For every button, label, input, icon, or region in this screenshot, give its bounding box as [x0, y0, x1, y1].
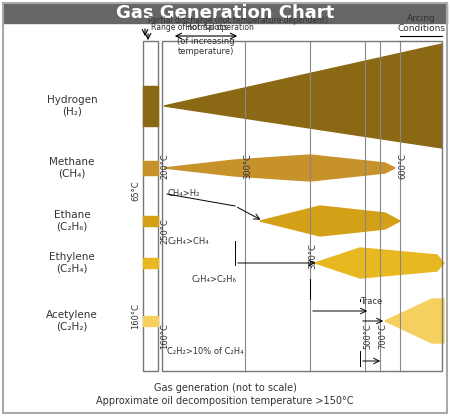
- Text: 500°C: 500°C: [364, 323, 373, 349]
- Text: Trace: Trace: [360, 297, 382, 305]
- Text: 65°C: 65°C: [131, 181, 140, 201]
- Text: C₂H₄>CH₄: C₂H₄>CH₄: [167, 237, 209, 245]
- Text: 160°C: 160°C: [161, 323, 170, 349]
- Text: Partial discharge (not temperature dependent): Partial discharge (not temperature depen…: [148, 16, 328, 25]
- Bar: [143, 316, 158, 326]
- Bar: [143, 86, 158, 126]
- Text: Arcing
Conditions: Arcing Conditions: [397, 14, 445, 33]
- Text: (of increasing
temperature): (of increasing temperature): [177, 37, 235, 57]
- Bar: [143, 216, 158, 226]
- Text: Hydrogen
(H₂): Hydrogen (H₂): [47, 95, 97, 117]
- Text: Methane
(CH₄): Methane (CH₄): [50, 157, 94, 179]
- Polygon shape: [164, 155, 395, 181]
- Text: 700°C: 700°C: [378, 323, 387, 349]
- Text: C₂H₄>C₂H₆: C₂H₄>C₂H₆: [192, 275, 237, 283]
- Bar: [162, 41, 442, 371]
- Text: Ethylene
(C₂H₄): Ethylene (C₂H₄): [49, 252, 95, 274]
- Text: Gas generation (not to scale): Gas generation (not to scale): [153, 383, 297, 393]
- Bar: [143, 258, 158, 268]
- Text: 600°C: 600°C: [399, 153, 408, 179]
- Bar: [143, 41, 158, 371]
- Text: 200°C: 200°C: [161, 153, 170, 179]
- Text: CH₄>H₂: CH₄>H₂: [167, 190, 199, 198]
- Text: Range of normal operation: Range of normal operation: [151, 23, 254, 32]
- Text: Approximate oil decomposition temperature >150°C: Approximate oil decomposition temperatur…: [96, 396, 354, 406]
- Polygon shape: [260, 206, 400, 236]
- Text: 250°C: 250°C: [161, 218, 170, 244]
- Bar: [3, 3, 447, 23]
- Text: C₂H₂>10% of C₂H₄: C₂H₂>10% of C₂H₄: [167, 347, 243, 356]
- Text: 160°C: 160°C: [131, 303, 140, 329]
- Polygon shape: [315, 248, 444, 278]
- Polygon shape: [385, 299, 444, 343]
- Text: Acetylene
(C₂H₂): Acetylene (C₂H₂): [46, 310, 98, 332]
- Bar: [143, 161, 158, 175]
- Text: 300°C: 300°C: [243, 153, 252, 179]
- Text: Ethane
(C₂H₆): Ethane (C₂H₆): [54, 210, 90, 232]
- Text: Gas Generation Chart: Gas Generation Chart: [116, 4, 334, 22]
- Text: Hot spots: Hot spots: [184, 23, 227, 32]
- Text: 350°C: 350°C: [309, 243, 318, 269]
- Polygon shape: [164, 44, 442, 148]
